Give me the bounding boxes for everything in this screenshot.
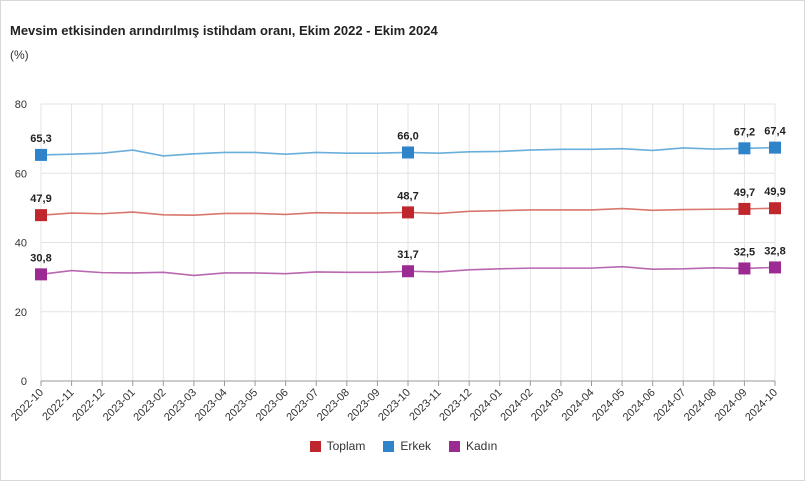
data-label-erkek: 67,4 — [764, 126, 786, 138]
x-tick-label: 2022-10 — [9, 387, 46, 424]
data-marker-toplam — [35, 209, 47, 222]
y-tick-label: 40 — [15, 238, 27, 250]
x-tick-label: 2023-07 — [284, 387, 321, 424]
x-tick-label: 2024-02 — [498, 387, 535, 424]
data-marker-erkek — [738, 142, 751, 155]
chart-title: Mevsim etkisinden arındırılmış istihdam … — [10, 23, 438, 38]
y-tick-label: 80 — [15, 99, 27, 111]
legend-swatch-kadin — [449, 440, 460, 452]
data-label-kadın: 31,7 — [397, 249, 418, 261]
legend-item-erkek[interactable]: Erkek — [383, 439, 431, 453]
data-marker-erkek — [402, 146, 414, 159]
x-tick-label: 2022-11 — [40, 387, 76, 423]
y-tick-label: 20 — [15, 307, 27, 319]
data-label-erkek: 66,0 — [397, 130, 418, 142]
data-marker-toplam — [769, 202, 781, 215]
x-tick-label: 2024-03 — [529, 387, 566, 424]
data-label-toplam: 48,7 — [397, 190, 418, 202]
x-tick-label: 2023-03 — [162, 387, 199, 424]
data-label-kadın: 32,5 — [734, 246, 755, 258]
x-tick-label: 2023-08 — [315, 387, 352, 424]
data-marker-erkek — [769, 141, 781, 154]
x-tick-label: 2024-01 — [468, 387, 505, 424]
legend-item-kadin[interactable]: Kadın — [449, 439, 497, 453]
x-tick-label: 2023-05 — [223, 387, 260, 424]
data-label-erkek: 65,3 — [30, 133, 51, 145]
x-tick-label: 2023-11 — [407, 387, 443, 423]
x-tick-label: 2023-01 — [101, 387, 138, 424]
data-label-toplam: 47,9 — [30, 193, 51, 205]
data-marker-toplam — [402, 206, 414, 219]
data-marker-erkek — [35, 148, 47, 161]
data-label-erkek: 67,2 — [734, 126, 755, 138]
legend-item-toplam[interactable]: Toplam — [309, 439, 366, 453]
x-tick-label: 2023-04 — [193, 387, 230, 424]
x-tick-label: 2024-07 — [651, 387, 688, 424]
data-label-toplam: 49,7 — [734, 187, 755, 199]
x-tick-label: 2023-09 — [346, 387, 383, 424]
y-tick-label: 0 — [21, 376, 27, 388]
x-tick-label: 2023-06 — [254, 387, 291, 424]
chart-legend: Toplam Erkek Kadın — [1, 439, 805, 453]
data-marker-kadın — [35, 268, 47, 281]
x-tick-label: 2023-12 — [437, 387, 474, 424]
legend-swatch-erkek — [383, 440, 395, 452]
x-tick-label: 2024-04 — [560, 387, 597, 424]
data-marker-kadın — [402, 265, 414, 278]
data-marker-kadın — [769, 261, 781, 274]
x-tick-label: 2024-06 — [621, 387, 658, 424]
data-marker-kadın — [738, 262, 751, 275]
x-tick-label: 2023-10 — [376, 387, 413, 424]
x-tick-label: 2024-09 — [713, 387, 750, 424]
x-tick-label: 2024-05 — [590, 387, 627, 424]
chart-unit-label: (%) — [10, 48, 29, 62]
data-label-kadın: 30,8 — [30, 252, 51, 264]
line-chart: 2022-102022-112022-122023-012023-022023-… — [9, 99, 786, 424]
x-tick-label: 2024-10 — [743, 387, 780, 424]
x-tick-label: 2024-08 — [682, 387, 719, 424]
x-tick-label: 2022-12 — [70, 387, 107, 424]
x-tick-label: 2023-02 — [131, 387, 168, 424]
data-label-toplam: 49,9 — [764, 186, 785, 198]
legend-label-erkek: Erkek — [400, 439, 431, 453]
data-marker-toplam — [738, 202, 751, 215]
data-label-kadın: 32,8 — [764, 245, 785, 257]
legend-label-toplam: Toplam — [326, 439, 366, 453]
legend-label-kadin: Kadın — [466, 439, 498, 453]
legend-swatch-toplam — [309, 440, 321, 452]
y-tick-label: 60 — [15, 168, 27, 180]
